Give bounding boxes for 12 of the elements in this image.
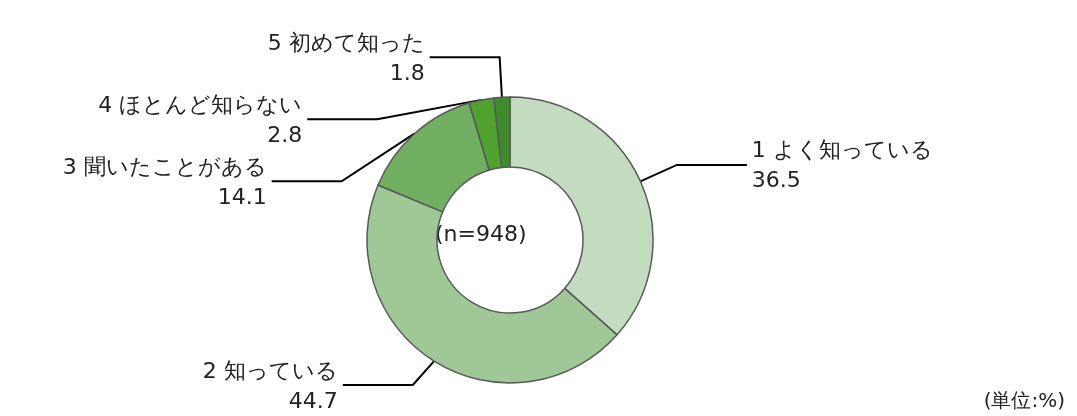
slice-label: 4 ほとんど知らない: [98, 91, 303, 117]
text: (n=948): [435, 220, 527, 246]
data-label: 44.7: [288, 387, 338, 413]
data-label: 1.8: [389, 59, 425, 85]
text: (単位:%): [983, 388, 1066, 412]
slice-label: 1 よく知っている: [751, 137, 933, 163]
slice-label: 3 聞いたことがある: [62, 153, 267, 179]
slice-label: 5 初めて知った: [267, 29, 425, 55]
data-label: 36.5: [751, 167, 801, 193]
slice-label: 2 知っている: [202, 357, 338, 383]
data-label: 14.1: [217, 183, 267, 209]
data-label: 2.8: [267, 121, 303, 147]
